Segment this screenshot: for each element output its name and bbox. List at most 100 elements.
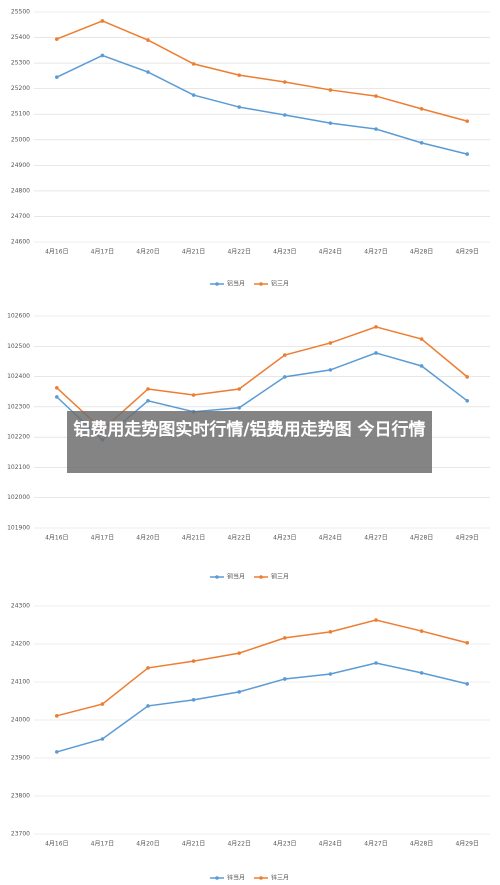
y-tick-label: 102000 xyxy=(7,494,30,501)
data-point xyxy=(374,325,378,329)
data-point xyxy=(146,704,150,708)
legend-label: 铜当月 xyxy=(227,573,245,581)
data-point xyxy=(283,636,287,640)
data-point xyxy=(237,690,241,694)
legend-label: 锌当月 xyxy=(227,874,245,882)
y-tick-label: 101900 xyxy=(7,525,30,532)
y-tick-label: 23900 xyxy=(11,755,30,762)
y-tick-label: 23800 xyxy=(11,793,30,800)
data-point xyxy=(100,53,105,58)
x-tick-label: 4月17日 xyxy=(91,841,114,848)
series-line xyxy=(56,326,468,431)
x-tick-label: 4月24日 xyxy=(319,841,342,848)
x-tick-label: 4月17日 xyxy=(91,249,114,256)
x-tick-label: 4月16日 xyxy=(45,841,68,848)
data-point xyxy=(237,105,241,109)
legend-marker xyxy=(215,575,219,579)
x-tick-label: 4月17日 xyxy=(91,535,114,542)
x-tick-label: 4月27日 xyxy=(364,535,387,542)
data-point xyxy=(237,387,241,391)
x-tick-label: 4月20日 xyxy=(136,249,159,256)
x-tick-label: 4月22日 xyxy=(227,249,250,256)
y-tick-label: 102600 xyxy=(7,313,30,320)
x-tick-label: 4月28日 xyxy=(410,535,433,542)
data-point xyxy=(191,698,196,702)
y-tick-label: 24000 xyxy=(11,717,30,724)
data-point xyxy=(237,651,241,655)
data-point xyxy=(374,618,378,622)
y-tick-label: 25400 xyxy=(11,34,30,41)
y-tick-label: 24200 xyxy=(11,641,30,648)
data-point xyxy=(237,405,241,410)
x-tick-label: 4月29日 xyxy=(455,535,478,542)
data-point xyxy=(283,113,287,117)
data-point xyxy=(419,141,424,145)
y-tick-label: 25100 xyxy=(11,111,30,118)
data-point xyxy=(55,714,59,718)
data-point xyxy=(374,351,378,355)
data-point xyxy=(328,672,333,676)
data-point xyxy=(465,152,470,156)
data-point xyxy=(374,661,378,665)
data-point xyxy=(328,121,333,125)
data-point xyxy=(419,629,424,633)
legend-label: 铝当月 xyxy=(227,280,245,288)
y-tick-label: 25000 xyxy=(11,136,30,143)
x-tick-label: 4月27日 xyxy=(364,841,387,848)
data-point xyxy=(374,94,378,98)
y-tick-label: 102300 xyxy=(7,403,30,410)
x-tick-label: 4月16日 xyxy=(45,249,68,256)
overlay-banner: 铝费用走势图实时行情/铝费用走势图 今日行情 xyxy=(67,411,432,473)
data-point xyxy=(283,353,287,357)
data-point xyxy=(328,88,333,92)
y-tick-label: 102100 xyxy=(7,464,30,471)
data-point xyxy=(419,671,424,675)
y-tick-label: 102500 xyxy=(7,343,30,350)
data-point xyxy=(374,127,378,131)
x-tick-label: 4月23日 xyxy=(273,535,296,542)
data-point xyxy=(146,666,150,670)
x-tick-label: 4月29日 xyxy=(455,841,478,848)
x-tick-label: 4月23日 xyxy=(273,841,296,848)
legend-marker xyxy=(259,876,263,880)
data-point xyxy=(146,38,150,42)
data-point xyxy=(237,73,241,77)
data-point xyxy=(465,119,470,123)
x-tick-label: 4月20日 xyxy=(136,535,159,542)
legend-marker xyxy=(259,575,263,579)
x-tick-label: 4月21日 xyxy=(182,249,205,256)
x-tick-label: 4月21日 xyxy=(182,535,205,542)
data-point xyxy=(146,70,150,74)
data-point xyxy=(55,750,59,754)
data-point xyxy=(328,630,333,634)
data-point xyxy=(328,341,333,345)
y-tick-label: 24300 xyxy=(11,603,30,610)
y-tick-label: 24100 xyxy=(11,679,30,686)
data-point xyxy=(283,677,287,681)
series-line xyxy=(56,619,468,717)
x-tick-label: 4月28日 xyxy=(410,249,433,256)
x-tick-label: 4月22日 xyxy=(227,535,250,542)
data-point xyxy=(465,399,470,403)
data-point xyxy=(55,75,59,79)
y-tick-label: 25500 xyxy=(11,9,30,16)
data-point xyxy=(55,395,59,399)
x-tick-label: 4月21日 xyxy=(182,841,205,848)
legend-label: 锌三月 xyxy=(271,874,289,882)
data-point xyxy=(146,399,150,403)
data-point xyxy=(465,375,470,379)
data-point xyxy=(100,19,105,23)
data-point xyxy=(465,682,470,686)
legend-label: 铝三月 xyxy=(271,280,289,288)
data-point xyxy=(283,375,287,379)
y-tick-label: 24700 xyxy=(11,213,30,220)
y-tick-label: 25200 xyxy=(11,85,30,92)
legend-marker xyxy=(215,282,219,286)
y-tick-label: 24800 xyxy=(11,187,30,194)
series-line xyxy=(56,662,468,753)
y-tick-label: 24900 xyxy=(11,162,30,169)
data-point xyxy=(419,107,424,111)
y-tick-label: 25300 xyxy=(11,60,30,67)
